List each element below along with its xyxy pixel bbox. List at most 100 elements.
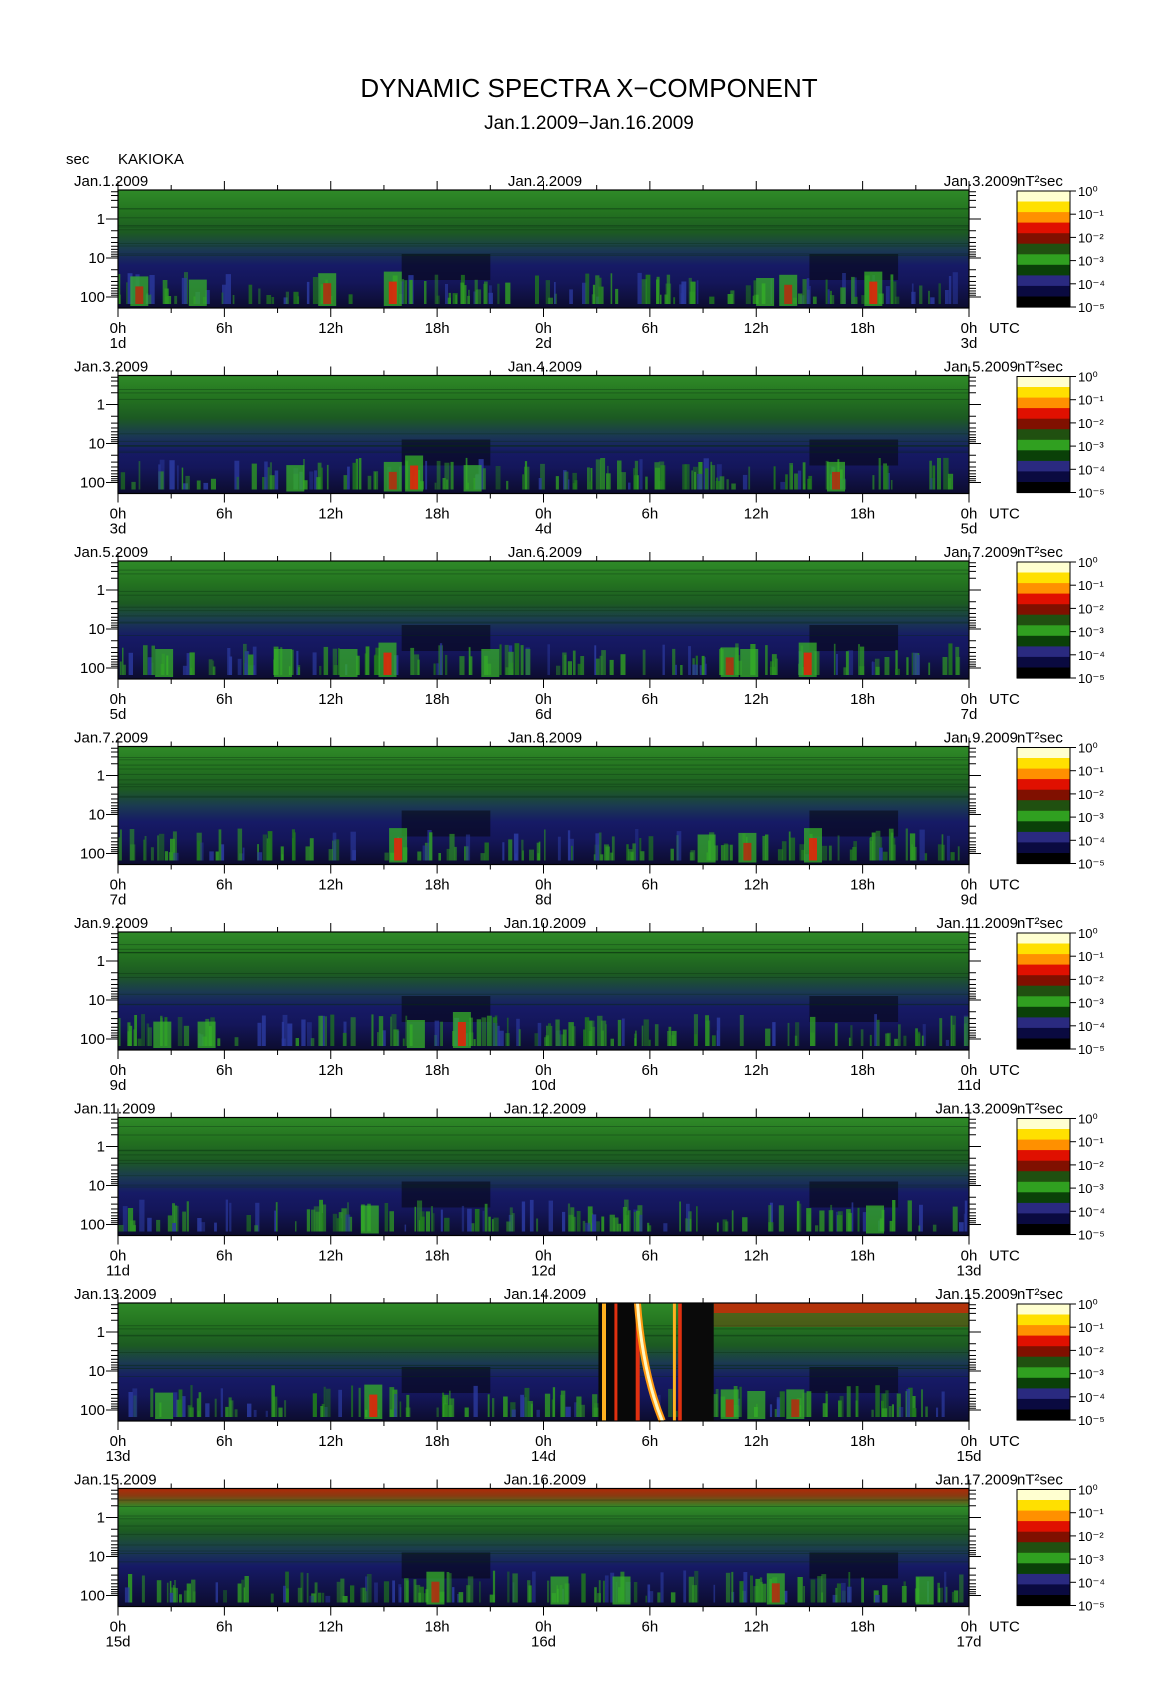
- spectral-burst: [648, 1591, 654, 1603]
- spectral-band: [118, 440, 969, 442]
- spectral-band: [118, 948, 969, 950]
- x-tick-label: 18h: [850, 1248, 875, 1265]
- spectral-band: [118, 1367, 969, 1369]
- spectral-burst: [600, 854, 604, 861]
- spectral-burst: [648, 836, 654, 861]
- x-tick-label: 0h: [961, 320, 978, 337]
- spectral-burst: [580, 1404, 585, 1417]
- colorbar-segment: [1017, 789, 1070, 801]
- spectral-burst: [913, 652, 918, 675]
- spectral-burst: [186, 653, 192, 675]
- spectral-burst: [237, 828, 243, 861]
- storm-spike: [635, 1303, 640, 1421]
- x-tick-label: 12h: [744, 1433, 769, 1450]
- spectral-burst: [118, 274, 121, 304]
- spectral-burst: [640, 851, 645, 861]
- colorbar-frame: [1016, 190, 1071, 308]
- spectral-band: [118, 796, 969, 798]
- spectral-burst: [332, 832, 337, 861]
- spectral-band: [118, 1518, 969, 1520]
- x-tick-label: 6h: [216, 1062, 233, 1079]
- spectral-band: [118, 208, 969, 210]
- colorbar-tick-label: 10⁻⁵: [1078, 1599, 1105, 1614]
- y-tick-label: 10: [88, 436, 105, 453]
- spectral-band: [118, 1175, 969, 1177]
- colorbar-frame: [1016, 747, 1071, 864]
- spectral-burst: [505, 1033, 510, 1046]
- storm-hot-region: [713, 1303, 969, 1313]
- quiet-zone: [401, 810, 491, 837]
- spectral-burst: [127, 1022, 131, 1046]
- spectral-burst: [905, 828, 908, 861]
- storm-dark-region: [681, 1303, 714, 1421]
- spectral-band: [118, 594, 969, 596]
- spectral-burst: [462, 285, 467, 304]
- spectral-burst: [641, 1025, 644, 1046]
- y-tick-label: 1: [97, 397, 105, 414]
- spectral-burst: [242, 847, 245, 861]
- spectral-burst: [673, 297, 676, 304]
- spectral-burst: [648, 1225, 652, 1232]
- panel-end-date: Jan.17.2009: [935, 1472, 1018, 1489]
- x-unit-label: UTC: [989, 691, 1020, 708]
- spectral-burst: [158, 464, 161, 490]
- spectral-burst: [656, 283, 659, 304]
- spectral-burst: [429, 832, 433, 861]
- spectral-burst: [647, 1584, 651, 1603]
- spectral-burst: [739, 1386, 742, 1417]
- spectral-burst: [881, 1393, 887, 1417]
- spectral-burst: [789, 463, 793, 490]
- spectral-burst: [192, 1591, 196, 1603]
- spectral-burst: [571, 845, 573, 861]
- x-day-label: 4d: [535, 521, 552, 538]
- spectral-burst: [271, 297, 275, 304]
- spectral-burst: [593, 854, 596, 861]
- spectral-burst: [340, 1578, 345, 1603]
- spectral-burst: [366, 1574, 372, 1603]
- spectral-burst: [847, 650, 854, 675]
- spectral-burst: [861, 295, 865, 304]
- spectral-burst: [890, 480, 893, 490]
- spectral-burst: [890, 832, 894, 861]
- spectral-burst: [132, 1388, 138, 1417]
- spectral-burst: [309, 838, 314, 861]
- spectral-burst: [338, 648, 340, 675]
- spectral-burst: [788, 831, 791, 861]
- spectral-burst: [895, 668, 900, 675]
- spectral-burst: [567, 661, 572, 675]
- spectral-burst: [725, 1221, 729, 1232]
- spectral-burst: [172, 1203, 175, 1232]
- spectral-burst: [648, 1039, 651, 1046]
- spectral-burst: [454, 846, 457, 861]
- spectral-burst: [484, 842, 489, 861]
- spectral-burst: [506, 1017, 509, 1046]
- spectral-burst: [597, 1015, 603, 1046]
- spectral-burst: [911, 291, 916, 304]
- spectral-burst: [306, 1573, 309, 1603]
- spectral-burst: [178, 1389, 183, 1417]
- x-tick-label: 6h: [216, 1619, 233, 1636]
- spectral-band: [118, 977, 969, 978]
- y-tick-label: 100: [80, 1217, 105, 1234]
- spectral-burst: [181, 277, 187, 304]
- spectral-burst: [484, 281, 488, 304]
- colorbar-segment: [1017, 821, 1070, 833]
- spectral-burst: [438, 853, 441, 861]
- x-tick-label: 12h: [318, 1062, 343, 1079]
- colorbar-tick-label: 10⁻²: [1078, 787, 1104, 802]
- spectral-burst: [218, 829, 222, 861]
- panel-7: Jan.13.2009 Jan.14.2009 Jan.15.2009 1 10 100 0…: [74, 1286, 1105, 1465]
- spectral-burst: [283, 297, 288, 304]
- x-day-label: 7d: [961, 706, 978, 723]
- spectral-burst: [662, 644, 665, 675]
- panel-end-date: Jan.3.2009: [944, 173, 1018, 190]
- spectral-burst: [668, 1026, 672, 1046]
- panel-mid-date: Jan.8.2009: [508, 730, 582, 747]
- spectral-burst: [402, 1038, 405, 1046]
- spectral-burst: [787, 1022, 790, 1046]
- colorbar-tick-label: 10⁻³: [1078, 439, 1104, 454]
- spectral-burst: [356, 655, 360, 675]
- power-event-core: [832, 471, 840, 490]
- colorbar-segment: [1017, 831, 1070, 843]
- x-tick-label: 6h: [642, 691, 659, 708]
